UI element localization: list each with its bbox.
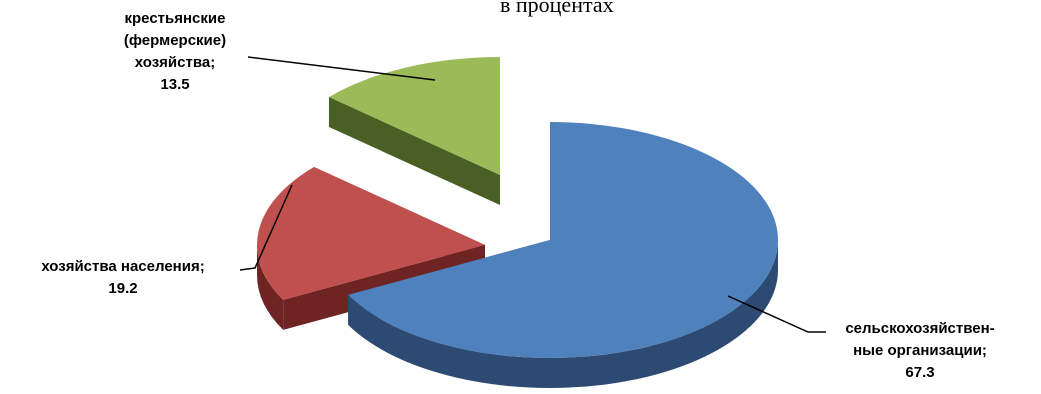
label-crestyanskie-line3: хозяйства; bbox=[134, 54, 216, 71]
slice-2-top bbox=[328, 56, 500, 175]
label-selhoz-line1: сельскохозяйствен- bbox=[845, 320, 995, 337]
label-crestyanskie: крестьянские (фермерские) хозяйства; 13.… bbox=[95, 8, 255, 96]
slice-2-wall-0 bbox=[328, 96, 500, 205]
slice-0-side-0 bbox=[348, 240, 778, 388]
label-naselenie-line1: хозяйства населения; bbox=[41, 258, 205, 275]
leader-crestyanskie bbox=[247, 56, 436, 81]
label-selhoz: сельскохозяйствен- ные организации; 67.3 bbox=[820, 318, 1020, 384]
label-selhoz-line2: ные организации; bbox=[853, 342, 987, 359]
label-selhoz-value: 67.3 bbox=[905, 364, 935, 381]
chart-subtitle: в процентах bbox=[500, 0, 614, 17]
slice-1-top bbox=[256, 166, 485, 300]
label-naselenie-value: 19.2 bbox=[108, 280, 138, 297]
label-crestyanskie-line2: (фермерские) bbox=[123, 32, 227, 49]
slice-0-top bbox=[348, 122, 779, 358]
label-naselenie: хозяйства населения; 19.2 bbox=[8, 256, 238, 300]
leader-naselenie bbox=[239, 184, 293, 271]
leader-selhoz bbox=[727, 295, 826, 333]
slice-1-side-0 bbox=[257, 245, 284, 330]
label-crestyanskie-line1: крестьянские bbox=[124, 10, 226, 27]
label-crestyanskie-value: 13.5 bbox=[160, 76, 190, 93]
